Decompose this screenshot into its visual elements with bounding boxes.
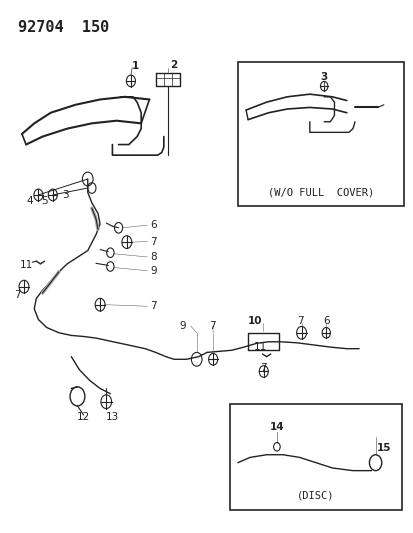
Text: 8: 8 [150,252,157,262]
Text: 10: 10 [248,316,262,326]
Bar [237,62,404,206]
Text: 92704  150: 92704 150 [18,20,109,35]
Text: 3: 3 [62,190,68,200]
Text: 6: 6 [322,316,329,326]
Text: 9: 9 [178,321,185,331]
Text: 9: 9 [150,266,157,276]
Text: 7: 7 [297,316,303,326]
Text: 4: 4 [27,196,33,206]
Text: 14: 14 [269,422,284,432]
Text: 2: 2 [170,60,177,70]
Text: 12: 12 [77,412,90,422]
Text: 7: 7 [150,301,157,311]
Text: 15: 15 [376,443,390,453]
Text: 11: 11 [253,342,266,352]
Text: 5: 5 [41,196,47,206]
Text: (DISC): (DISC) [297,490,334,500]
Text: 13: 13 [106,412,119,422]
Text: 7: 7 [260,364,266,373]
Text: 11: 11 [19,261,33,270]
Text: 7: 7 [150,237,157,247]
Text: 7: 7 [14,289,21,300]
Bar [229,405,401,511]
Text: 7: 7 [209,321,216,331]
Text: (W/O FULL  COVER): (W/O FULL COVER) [267,187,373,197]
Text: 1: 1 [131,61,138,71]
Text: 3: 3 [320,72,327,82]
Text: 6: 6 [150,220,157,230]
